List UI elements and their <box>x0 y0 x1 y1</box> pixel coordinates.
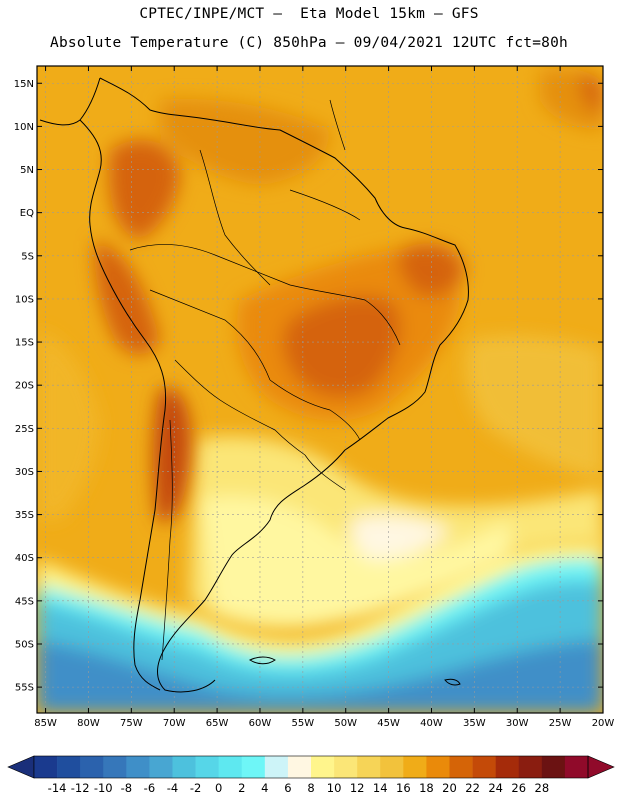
color-scale-bar <box>7 755 615 779</box>
colorbar-label: -10 <box>94 781 113 795</box>
colorbar-frame <box>33 755 589 779</box>
colorbar-label: -6 <box>144 781 155 795</box>
lon-tick-label: 55W <box>292 718 315 729</box>
colorbar-swatch <box>103 756 127 778</box>
colorbar-swatch <box>495 756 520 778</box>
lat-tick-label: 15S <box>15 338 34 349</box>
colorbar-swatch <box>380 756 404 778</box>
lon-tick-label: 35W <box>463 718 486 729</box>
colorbar-label: -8 <box>121 781 132 795</box>
colorbar-label: 20 <box>442 781 457 795</box>
colorbar-swatch <box>334 756 358 778</box>
country-borders <box>129 99 401 661</box>
longitude-labels: 85W 80W 75W 70W 65W 60W 55W 50W 45W 40W 35W 30W 25W 2… <box>34 66 614 729</box>
colorbar-label: 18 <box>419 781 434 795</box>
chart-title-line-1: CPTEC/INPE/MCT — Eta Model 15km — GFS <box>139 6 479 22</box>
colorbar-swatch <box>126 756 150 778</box>
lat-tick-label: 45S <box>15 596 34 607</box>
lat-tick-label: 15N <box>14 79 34 90</box>
colorbar-swatch <box>241 756 266 778</box>
colorbar-label: 22 <box>465 781 480 795</box>
colorbar-swatch <box>57 756 81 778</box>
colorbar-swatch <box>472 756 496 778</box>
lat-tick-label: 40S <box>15 553 34 564</box>
lat-tick-label: 5N <box>20 165 34 176</box>
colorbar-swatch <box>34 756 58 778</box>
colorbar-label: 16 <box>396 781 411 795</box>
color-scale-labels: -14 -12 -10 -8 -6 -4 -2 0 2 4 6 8 10 12 14 16 18 20 22 24 26… <box>48 781 549 795</box>
lat-lon-grid <box>37 66 603 713</box>
colorbar-swatch <box>541 756 566 778</box>
colorbar-swatch <box>449 756 473 778</box>
colorbar-swatch <box>518 756 543 778</box>
colorbar-label: 6 <box>284 781 291 795</box>
lat-tick-label: EQ <box>20 208 34 219</box>
colorbar-label: 4 <box>261 781 268 795</box>
lat-tick-label: 5S <box>21 251 34 262</box>
lon-tick-label: 40W <box>420 718 443 729</box>
colorbar-swatch <box>287 756 312 778</box>
colorbar-label: 12 <box>350 781 365 795</box>
lon-tick-label: 25W <box>549 718 572 729</box>
colorbar-left-arrow <box>7 755 35 779</box>
colorbar-label: 2 <box>238 781 245 795</box>
colorbar-swatch <box>403 756 427 778</box>
colorbar-right-arrow <box>587 755 615 779</box>
lat-tick-label: 25S <box>15 424 34 435</box>
lat-tick-label: 20S <box>15 381 34 392</box>
colorbar-swatch <box>80 756 104 778</box>
colorbar-swatch <box>426 756 450 778</box>
lon-tick-label: 30W <box>506 718 529 729</box>
lon-tick-label: 65W <box>206 718 229 729</box>
lon-tick-label: 85W <box>34 718 57 729</box>
colorbar-swatch <box>218 756 243 778</box>
lat-tick-label: 10S <box>15 294 34 305</box>
lat-tick-label: 30S <box>15 467 34 478</box>
colorbar-swatch <box>149 756 173 778</box>
colorbar-label: -14 <box>48 781 67 795</box>
lon-tick-label: 45W <box>377 718 400 729</box>
chart-title-line-2: Absolute Temperature (C) 850hPa — 09/04/… <box>50 35 568 51</box>
map-frame <box>36 65 604 714</box>
colorbar-label: 0 <box>215 781 222 795</box>
colorbar-swatch <box>564 756 589 778</box>
colorbar-label: 14 <box>373 781 388 795</box>
colorbar-swatch <box>172 756 196 778</box>
colorbar-label: 10 <box>327 781 342 795</box>
colorbar-label: 8 <box>307 781 314 795</box>
coastlines <box>39 77 469 693</box>
lon-tick-label: 20W <box>592 718 615 729</box>
colorbar-swatch <box>264 756 289 778</box>
lat-tick-label: 55S <box>15 683 34 694</box>
lat-tick-label: 35S <box>15 510 34 521</box>
colorbar-swatch <box>311 756 335 778</box>
colorbar-label: -2 <box>190 781 201 795</box>
lon-tick-label: 70W <box>163 718 186 729</box>
lon-tick-label: 75W <box>120 718 143 729</box>
lon-tick-label: 50W <box>334 718 357 729</box>
lat-tick-label: 50S <box>15 639 34 650</box>
colorbar-swatch <box>357 756 381 778</box>
temperature-field <box>37 66 603 713</box>
lon-tick-label: 80W <box>77 718 100 729</box>
colorbar-label: 26 <box>511 781 526 795</box>
colorbar-swatch <box>195 756 219 778</box>
latitude-labels: 15N 10N 5N EQ 5S 10S 15S 20S 25S 30S 35S 40S 45S 50S 5… <box>14 79 603 694</box>
colorbar-label: 28 <box>535 781 550 795</box>
colorbar-label: 24 <box>488 781 503 795</box>
colorbar-label: -12 <box>71 781 90 795</box>
lon-tick-label: 60W <box>249 718 272 729</box>
lat-tick-label: 10N <box>14 122 34 133</box>
colorbar-label: -4 <box>167 781 178 795</box>
